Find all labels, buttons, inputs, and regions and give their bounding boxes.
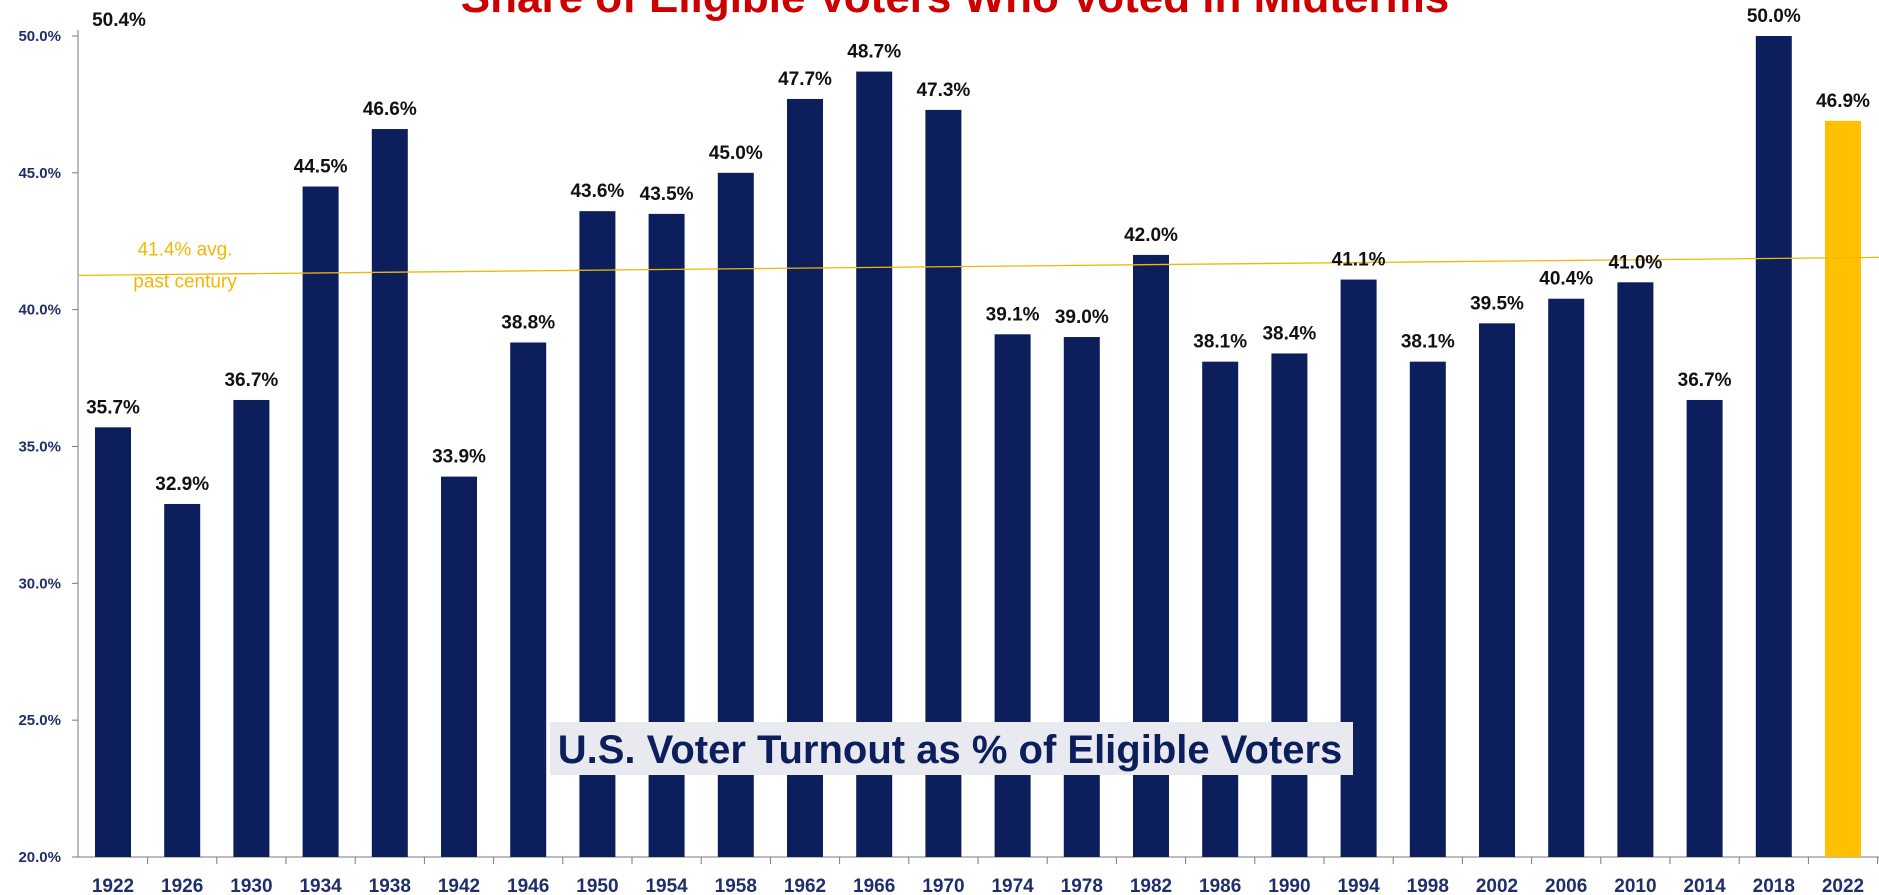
bar bbox=[1409, 361, 1446, 857]
bar bbox=[1479, 323, 1515, 858]
bar bbox=[441, 476, 477, 857]
data-label: 48.7% bbox=[847, 42, 901, 63]
x-tick-label: 2006 bbox=[1545, 876, 1587, 895]
bar bbox=[302, 186, 339, 857]
data-label: 44.5% bbox=[294, 157, 348, 178]
data-label: 33.9% bbox=[432, 447, 486, 468]
y-tick-label: 30.0% bbox=[18, 575, 61, 592]
data-label: 41.0% bbox=[1608, 252, 1662, 273]
data-label: 38.1% bbox=[1401, 332, 1455, 353]
data-label: 36.7% bbox=[1678, 370, 1732, 391]
y-tick-label: 40.0% bbox=[18, 302, 61, 319]
data-label: 39.5% bbox=[1470, 293, 1524, 314]
data-label: 46.6% bbox=[363, 99, 417, 120]
data-label: 38.4% bbox=[1262, 323, 1316, 344]
x-tick-label: 2002 bbox=[1476, 876, 1518, 895]
bar bbox=[1755, 36, 1792, 857]
data-label: 38.8% bbox=[501, 313, 555, 334]
data-label: 43.6% bbox=[570, 181, 624, 202]
bar bbox=[233, 399, 270, 857]
x-tick-label: 1926 bbox=[161, 876, 203, 895]
x-tick-label: 1990 bbox=[1268, 876, 1310, 895]
data-label: 47.3% bbox=[916, 80, 970, 101]
y-ticks: 20.0% 25.0% 30.0% 35.0% 40.0% 45.0% 50.0% bbox=[18, 28, 78, 866]
y-tick-label: 25.0% bbox=[18, 712, 61, 729]
bar bbox=[1271, 353, 1308, 857]
bar bbox=[1202, 361, 1239, 857]
data-label: 42.0% bbox=[1124, 225, 1178, 246]
x-tick-label: 1930 bbox=[230, 876, 272, 895]
bar bbox=[1686, 399, 1723, 857]
extra-top-label: 50.4% bbox=[92, 10, 146, 31]
y-tick-label: 45.0% bbox=[18, 165, 61, 182]
data-label: 39.1% bbox=[986, 304, 1040, 325]
bar bbox=[371, 129, 408, 858]
data-labels: 35.7% 32.9% 36.7% 44.5% 46.6% 33.9% 38.8% 43.6%… bbox=[86, 6, 1870, 495]
x-tick-label: 2022 bbox=[1822, 876, 1864, 895]
x-tick-label: 1954 bbox=[645, 876, 688, 895]
x-tick-label: 1986 bbox=[1199, 876, 1241, 895]
data-label: 36.7% bbox=[224, 370, 278, 391]
x-tick-label: 1934 bbox=[299, 876, 342, 895]
x-tick-label: 1994 bbox=[1337, 876, 1380, 895]
x-tick-label: 1974 bbox=[991, 876, 1034, 895]
x-tick-label: 1950 bbox=[576, 876, 618, 895]
x-tick-label: 1922 bbox=[92, 876, 134, 895]
x-tick-label: 1946 bbox=[507, 876, 549, 895]
x-tick-label: 1966 bbox=[853, 876, 895, 895]
x-tick-label: 2010 bbox=[1614, 876, 1656, 895]
x-tick-label: 1998 bbox=[1407, 876, 1449, 895]
x-tick-label: 2014 bbox=[1683, 876, 1726, 895]
bar bbox=[1548, 298, 1585, 858]
bar bbox=[1617, 282, 1654, 857]
data-label: 46.9% bbox=[1816, 91, 1870, 112]
data-label: 39.0% bbox=[1055, 307, 1109, 328]
data-label: 43.5% bbox=[640, 184, 694, 205]
average-line bbox=[77, 256, 1879, 277]
x-tick-label: 1982 bbox=[1130, 876, 1172, 895]
bar bbox=[164, 503, 201, 857]
data-label: 50.0% bbox=[1747, 6, 1801, 27]
x-tick-label: 1938 bbox=[369, 876, 411, 895]
average-line-group: 41.4% avg. past century bbox=[77, 239, 1879, 292]
x-tick-label: 1942 bbox=[438, 876, 480, 895]
data-label: 40.4% bbox=[1539, 269, 1593, 290]
y-tick-label: 20.0% bbox=[18, 849, 61, 866]
average-label-line1: 41.4% avg. bbox=[137, 239, 232, 260]
data-label: 32.9% bbox=[155, 474, 209, 495]
data-label: 41.1% bbox=[1332, 250, 1386, 271]
bar bbox=[95, 427, 131, 857]
bar bbox=[1063, 337, 1100, 857]
data-label: 45.0% bbox=[709, 143, 763, 164]
data-label: 38.1% bbox=[1193, 332, 1247, 353]
bar bbox=[510, 342, 547, 857]
y-tick-label: 50.0% bbox=[18, 28, 61, 45]
x-ticks: 1922 1926 1930 1934 1938 1942 1946 1950 1954 1958… bbox=[92, 857, 1879, 895]
average-label-line2: past century bbox=[133, 271, 237, 292]
x-tick-label: 1958 bbox=[715, 876, 757, 895]
chart-title: Share of Eligible Voters Who Voted in Mi… bbox=[461, 0, 1449, 22]
data-label: 47.7% bbox=[778, 69, 832, 90]
data-label: 35.7% bbox=[86, 397, 140, 418]
overlay-label-bg bbox=[550, 722, 1353, 775]
x-tick-label: 2018 bbox=[1753, 876, 1795, 895]
x-tick-label: 1962 bbox=[784, 876, 826, 895]
y-tick-label: 35.0% bbox=[18, 439, 61, 456]
bar bbox=[1825, 120, 1861, 857]
x-tick-label: 1978 bbox=[1061, 876, 1103, 895]
x-tick-label: 1970 bbox=[922, 876, 964, 895]
overlay-label: U.S. Voter Turnout as % of Eligible Vote… bbox=[558, 728, 1343, 772]
bar bbox=[994, 334, 1031, 858]
